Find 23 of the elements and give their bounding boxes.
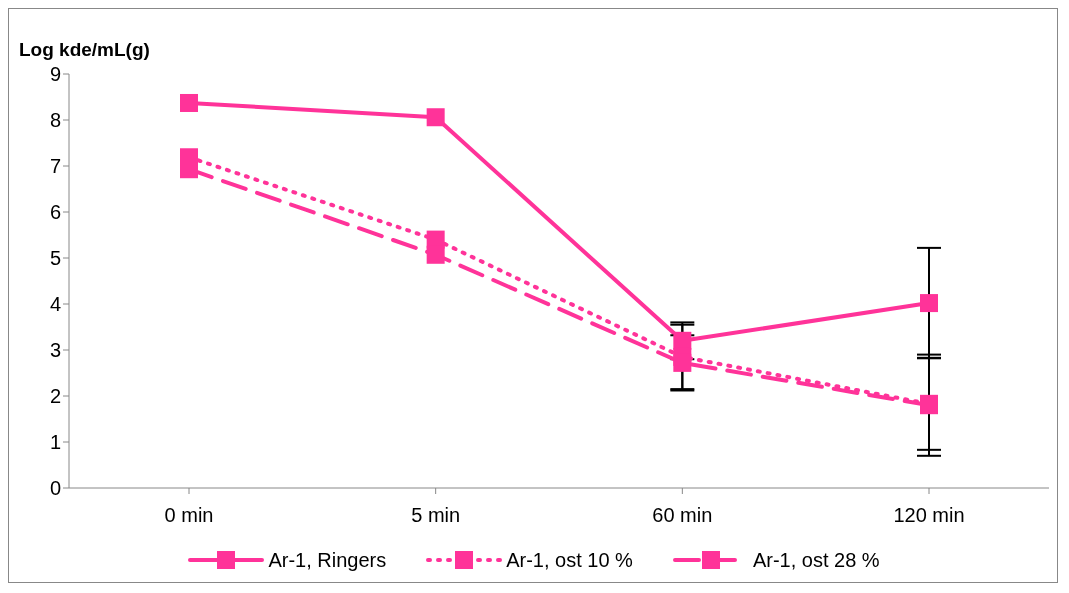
y-axis-title: Log kde/mL(g) xyxy=(19,39,150,61)
legend-label: Ar-1, ost 10 % xyxy=(506,548,633,572)
y-tick-label: 1 xyxy=(49,431,61,454)
point xyxy=(920,294,938,313)
x-tick-label: 5 min xyxy=(411,504,461,527)
x-tick-label: 60 min xyxy=(652,504,713,527)
point xyxy=(426,245,445,264)
legend-label: Ar-1, Ringers xyxy=(268,548,387,572)
legend-label: Ar-1, ost 28 % xyxy=(752,548,880,572)
point xyxy=(180,93,198,112)
y-tick-label: 2 xyxy=(49,385,61,408)
y-tick-label: 4 xyxy=(49,293,61,316)
x-tick-label: 0 min xyxy=(164,504,214,527)
y-tick-label: 7 xyxy=(49,155,61,178)
y-tick-label: 6 xyxy=(49,201,61,224)
y-tick-label: 5 xyxy=(49,247,61,270)
point xyxy=(426,108,445,127)
x-tick-label: 120 min xyxy=(893,504,965,527)
y-tick-label: 0 xyxy=(49,477,61,500)
y-tick-label: 3 xyxy=(49,339,61,362)
y-tick-label: 8 xyxy=(49,109,61,132)
point xyxy=(673,353,692,372)
y-tick-label: 9 xyxy=(49,63,61,86)
